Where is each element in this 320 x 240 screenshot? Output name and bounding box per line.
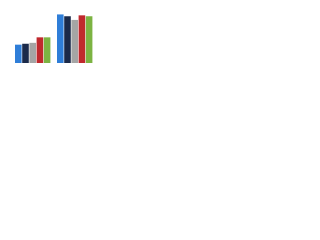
bar bbox=[22, 43, 29, 63]
bar bbox=[78, 15, 86, 64]
page: {"chart_data": {"type": "bar", "categori… bbox=[0, 0, 100, 71]
bar bbox=[85, 16, 93, 63]
bar bbox=[57, 14, 64, 63]
bar bbox=[43, 37, 51, 63]
bar bbox=[71, 19, 78, 64]
bar bbox=[29, 42, 36, 63]
bar bbox=[36, 37, 44, 63]
chart bbox=[15, 14, 93, 64]
bar bbox=[15, 44, 22, 63]
bar bbox=[64, 16, 71, 63]
